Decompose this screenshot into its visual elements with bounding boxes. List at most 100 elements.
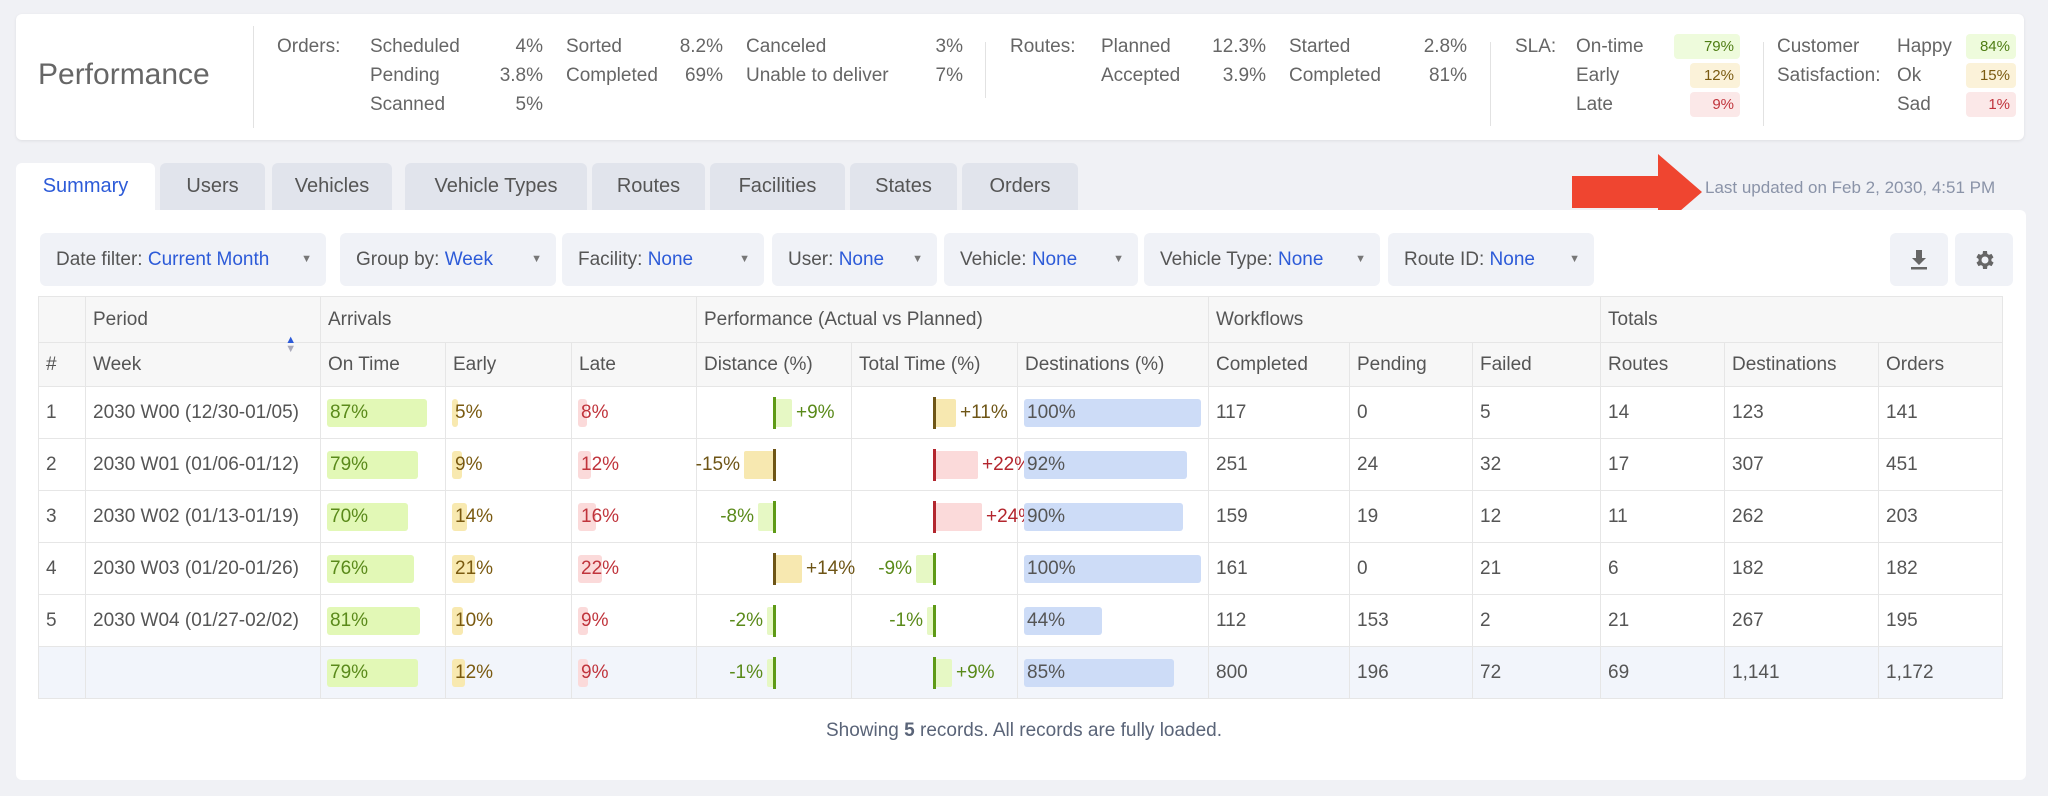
satisfaction-label: Satisfaction: (1777, 65, 1881, 86)
chevron-down-icon: ▼ (301, 253, 312, 265)
group-header-totals: Totals (1600, 296, 2003, 343)
tab-summary[interactable]: Summary (16, 163, 155, 211)
distance: +14% (696, 542, 856, 595)
on-time-bar (327, 399, 428, 427)
destinations-pct-value: 92% (1027, 453, 1066, 475)
on-time-bar (327, 451, 418, 479)
sla-label: Early (1576, 65, 1620, 86)
total-time-bar (927, 607, 934, 635)
late-value: 8% (581, 401, 609, 423)
tab-routes[interactable]: Routes (592, 163, 705, 210)
total-time: +9% (851, 646, 1018, 699)
sort-icon[interactable]: ▲ ▼ (285, 333, 297, 355)
tab-vehicle-types[interactable]: Vehicle Types (405, 163, 587, 210)
column-header-label: Routes (1608, 353, 1669, 375)
column-header[interactable]: Destinations (1724, 342, 1879, 387)
pending: 24 (1349, 438, 1473, 491)
total-time-bar (934, 451, 978, 479)
filter-facility-dropdown[interactable]: Facility: None ▼ (562, 233, 764, 286)
on-time-bar (327, 607, 421, 635)
stat-label: Pending (370, 65, 440, 86)
column-header[interactable]: # (38, 342, 86, 387)
distance-value: +14% (806, 558, 856, 579)
routes: 14 (1600, 386, 1725, 439)
column-header-label: Completed (1216, 353, 1308, 375)
column-header[interactable]: Orders (1878, 342, 2003, 387)
late-value: 12% (581, 453, 620, 475)
column-header[interactable]: Pending (1349, 342, 1473, 387)
tab-orders[interactable]: Orders (962, 163, 1078, 210)
completed: 161 (1208, 542, 1350, 595)
early-value: 21% (455, 557, 494, 579)
late-bar (578, 399, 587, 427)
group-header-workflows: Workflows (1208, 296, 1601, 343)
destinations-pct-bar (1024, 659, 1175, 687)
routes-label: Routes: (1010, 36, 1076, 57)
tab-vehicles[interactable]: Vehicles (272, 163, 392, 210)
period-week: 2030 W02 (01/13-01/19) (85, 490, 321, 543)
destinations-pct-bar (1024, 399, 1201, 427)
completed: 117 (1208, 386, 1350, 439)
orders: 451 (1878, 438, 2003, 491)
failed: 72 (1472, 646, 1601, 699)
filter-label: Vehicle Type: (1160, 249, 1273, 270)
distance: -15% (696, 438, 852, 491)
last-updated: Last updated on Feb 2, 2030, 4:51 PM (1705, 178, 1996, 197)
filter-vehicle-dropdown[interactable]: Vehicle: None ▼ (944, 233, 1138, 286)
early-value: 9% (455, 453, 483, 475)
stat-value: 2.8% (1423, 36, 1467, 57)
distance-baseline (773, 605, 776, 637)
distance: -8% (696, 490, 852, 543)
on-time-bar (327, 659, 418, 687)
early-bar (452, 607, 463, 635)
column-header-label: Distance (%) (704, 353, 813, 375)
early-bar (452, 659, 466, 687)
download-button[interactable] (1890, 233, 1948, 286)
stat-label: Completed (1289, 65, 1381, 86)
settings-button[interactable] (1955, 233, 2013, 286)
filter-user-dropdown[interactable]: User: None ▼ (772, 233, 937, 286)
column-header[interactable]: Destinations (%) (1017, 342, 1209, 387)
filter-group-by-dropdown[interactable]: Group by: Week ▼ (340, 233, 556, 286)
filter-date-filter-dropdown[interactable]: Date filter: Current Month ▼ (40, 233, 326, 286)
column-header[interactable]: Distance (%) (696, 342, 852, 387)
early: 21% (445, 542, 572, 595)
total-time-baseline (933, 449, 936, 481)
column-header[interactable]: Early (445, 342, 572, 387)
early-bar (452, 399, 458, 427)
on-time-value: 79% (330, 453, 369, 475)
tab-users[interactable]: Users (160, 163, 265, 210)
routes: 21 (1600, 594, 1725, 647)
distance-bar (767, 659, 774, 687)
column-header[interactable]: Late (571, 342, 697, 387)
column-header[interactable]: Failed (1472, 342, 1601, 387)
filter-label: Facility: (578, 249, 643, 270)
tab-states[interactable]: States (850, 163, 957, 210)
total-time-value: +9% (956, 662, 995, 683)
on-time-bar (327, 555, 415, 583)
filter-vehicle-type-dropdown[interactable]: Vehicle Type: None ▼ (1144, 233, 1380, 286)
satisfaction-label: Ok (1897, 65, 1922, 86)
distance-baseline (773, 397, 776, 429)
filter-route-id-dropdown[interactable]: Route ID: None ▼ (1388, 233, 1594, 286)
column-header[interactable]: Total Time (%) (851, 342, 1018, 387)
pending: 0 (1349, 542, 1473, 595)
column-header[interactable]: Completed (1208, 342, 1350, 387)
on-time-value: 79% (330, 661, 369, 683)
sla-badge: 12% (1690, 63, 1740, 88)
column-header[interactable]: Week ▲ ▼ (85, 334, 321, 387)
filter-label: Route ID: (1404, 249, 1485, 270)
stat-value: 5% (515, 94, 543, 115)
destinations-pct-value: 44% (1027, 609, 1066, 631)
distance-bar (774, 399, 792, 427)
filter-value: None (1031, 249, 1078, 270)
total-time-baseline (933, 501, 936, 533)
failed: 32 (1472, 438, 1601, 491)
sla-badge: 9% (1690, 92, 1740, 117)
stat-value: 3.9% (1222, 65, 1266, 86)
column-header[interactable]: On Time (320, 342, 446, 387)
column-header[interactable]: Routes (1600, 342, 1725, 387)
tab-facilities[interactable]: Facilities (710, 163, 845, 210)
on-time: 79% (320, 438, 446, 491)
satisfaction-badge: 15% (1966, 63, 2016, 88)
